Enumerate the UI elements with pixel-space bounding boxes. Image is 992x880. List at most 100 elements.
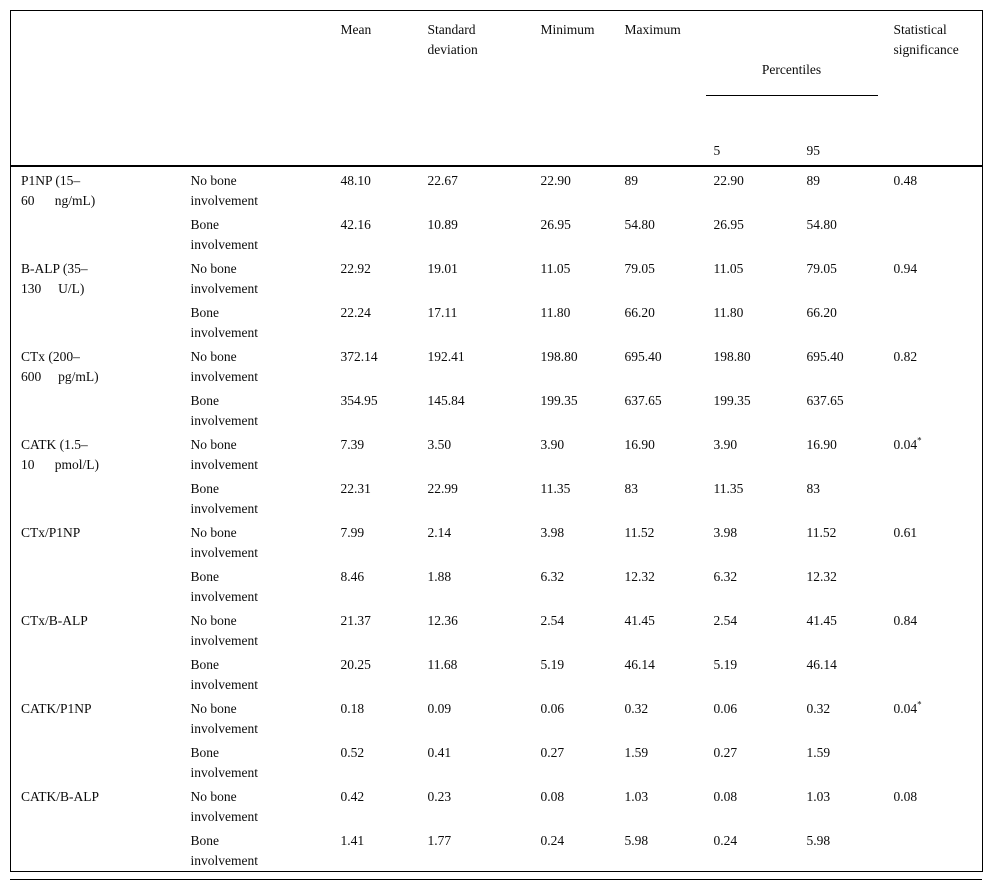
header-percentile-5: 5: [713, 136, 807, 167]
table-row: CTx/B-ALP No bone involvement 21.37 12.3…: [11, 607, 983, 651]
cell-p95: 637.65: [806, 393, 844, 408]
table-row: Bone involvement 354.95 145.84 199.35 63…: [11, 387, 983, 431]
cell-mean: 354.95: [340, 393, 378, 408]
cell-p5: 5.19: [713, 657, 738, 672]
cell-mean: 22.92: [340, 261, 371, 276]
header-biomarker-blank: [11, 11, 191, 137]
cell-max: 16.90: [624, 437, 655, 452]
cell-p95: 54.80: [806, 217, 837, 232]
cell-min: 11.35: [540, 481, 571, 496]
cell-p95: 12.32: [806, 569, 837, 584]
cell-p5: 6.32: [713, 569, 738, 584]
cell-min: 26.95: [540, 217, 571, 232]
cell-p95: 695.40: [806, 349, 844, 364]
cell-std: 22.99: [427, 481, 458, 496]
cell-p5: 11.35: [713, 481, 744, 496]
header-row-main: Mean Standard deviation Minimum Maximum …: [11, 11, 983, 137]
cell-p5: 198.80: [713, 349, 751, 364]
cell-min: 198.80: [540, 349, 578, 364]
cell-max: 79.05: [624, 261, 655, 276]
table-row: CATK/B-ALP No bone involvement 0.42 0.23…: [11, 783, 983, 827]
cell-significance: [894, 211, 983, 255]
group-label: Bone involvement: [190, 305, 259, 340]
group-label: Bone involvement: [190, 481, 259, 516]
cell-p5: 3.90: [713, 437, 738, 452]
cell-mean: 21.37: [340, 613, 371, 628]
cell-p95: 0.32: [806, 701, 831, 716]
table-row: B-ALP (35– 130 U/L) No bone involvement …: [11, 255, 983, 299]
cell-max: 0.32: [624, 701, 649, 716]
group-label: Bone involvement: [190, 217, 259, 252]
table-row: P1NP (15– 60 ng/mL) No bone involvement …: [11, 166, 983, 211]
cell-p5: 26.95: [713, 217, 744, 232]
cell-p5: 3.98: [713, 525, 738, 540]
cell-min: 0.08: [540, 789, 565, 804]
significance-value: 0.48: [893, 173, 918, 188]
significance-asterisk: *: [917, 435, 922, 446]
significance-value: 0.04: [893, 701, 918, 716]
cell-max: 89: [624, 173, 639, 188]
cell-min: 6.32: [540, 569, 565, 584]
cell-max: 41.45: [624, 613, 655, 628]
table-header: Mean Standard deviation Minimum Maximum …: [10, 11, 983, 167]
cell-significance: 0.61: [894, 519, 983, 563]
cell-max: 83: [624, 481, 639, 496]
header-percentile-95: 95: [806, 136, 894, 167]
cell-p5: 22.90: [713, 173, 744, 188]
cell-p95: 46.14: [806, 657, 837, 672]
header-standard-deviation: Standard deviation: [427, 22, 478, 57]
cell-min: 3.98: [540, 525, 565, 540]
cell-std: 145.84: [427, 393, 465, 408]
cell-mean: 20.25: [340, 657, 371, 672]
cell-p5: 199.35: [713, 393, 751, 408]
group-label: No bone involvement: [190, 613, 259, 648]
group-label: No bone involvement: [190, 261, 259, 296]
cell-min: 0.24: [540, 833, 565, 848]
table-row: Bone involvement 22.31 22.99 11.35 83 11…: [11, 475, 983, 519]
cell-significance: 0.84: [894, 607, 983, 651]
cell-max: 1.59: [624, 745, 649, 760]
cell-mean: 0.42: [340, 789, 365, 804]
cell-significance: 0.94: [894, 255, 983, 299]
statistics-table-container: Mean Standard deviation Minimum Maximum …: [10, 10, 983, 880]
cell-p5: 0.24: [713, 833, 738, 848]
cell-significance: [894, 387, 983, 431]
table-row: Bone involvement 42.16 10.89 26.95 54.80…: [11, 211, 983, 255]
cell-significance: [894, 475, 983, 519]
cell-std: 3.50: [427, 437, 452, 452]
biomarker-label: CATK (1.5– 10 pmol/L): [21, 437, 99, 472]
header-minimum: Minimum: [540, 22, 595, 37]
biomarker-label: CATK/B-ALP: [21, 789, 100, 804]
cell-min: 0.06: [540, 701, 565, 716]
cell-p95: 41.45: [806, 613, 837, 628]
biomarker-label: CTx/B-ALP: [21, 613, 88, 628]
cell-p5: 11.05: [713, 261, 744, 276]
cell-std: 0.23: [427, 789, 452, 804]
cell-significance: [894, 563, 983, 607]
cell-mean: 372.14: [340, 349, 378, 364]
cell-p5: 2.54: [713, 613, 738, 628]
cell-mean: 8.46: [340, 569, 365, 584]
cell-std: 12.36: [427, 613, 458, 628]
biomarker-label: CTx/P1NP: [21, 525, 81, 540]
cell-max: 695.40: [624, 349, 662, 364]
biomarker-label: CATK/P1NP: [21, 701, 92, 716]
biomarker-label: P1NP (15– 60 ng/mL): [21, 173, 96, 208]
significance-asterisk: *: [917, 699, 922, 710]
cell-mean: 0.52: [340, 745, 365, 760]
cell-max: 12.32: [624, 569, 655, 584]
cell-p95: 79.05: [806, 261, 837, 276]
significance-value: 0.82: [893, 349, 918, 364]
cell-significance: 0.08: [894, 783, 983, 827]
cell-std: 0.41: [427, 745, 452, 760]
cell-std: 19.01: [427, 261, 458, 276]
cell-mean: 7.39: [340, 437, 365, 452]
group-label: No bone involvement: [190, 701, 259, 736]
cell-significance: [894, 827, 983, 872]
cell-std: 1.88: [427, 569, 452, 584]
cell-max: 11.52: [624, 525, 655, 540]
significance-value: 0.84: [893, 613, 918, 628]
table-row: Bone involvement 20.25 11.68 5.19 46.14 …: [11, 651, 983, 695]
cell-min: 5.19: [540, 657, 565, 672]
significance-value: 0.61: [893, 525, 918, 540]
